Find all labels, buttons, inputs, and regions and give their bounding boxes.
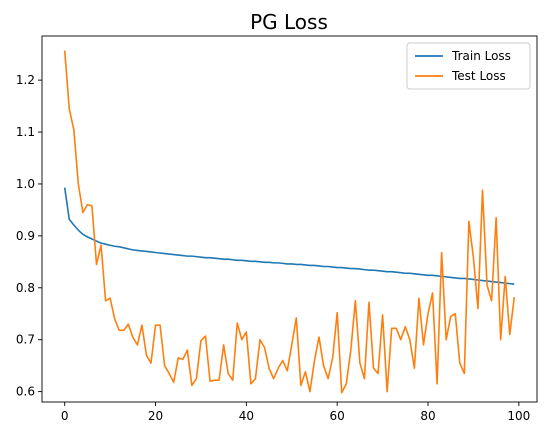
x-tick-label: 0 <box>61 409 69 423</box>
y-tick-label: 0.7 <box>16 333 35 347</box>
y-tick-label: 1.0 <box>16 177 35 191</box>
legend-label-train-loss: Train Loss <box>451 49 511 63</box>
chart-title: PG Loss <box>250 10 328 34</box>
x-tick-label: 20 <box>148 409 163 423</box>
x-tick-label: 100 <box>507 409 530 423</box>
y-tick-label: 1.1 <box>16 125 35 139</box>
legend: Train Loss Test Loss <box>406 42 531 90</box>
legend-label-test-loss: Test Loss <box>451 69 506 83</box>
x-tick-label: 80 <box>420 409 435 423</box>
x-tick-label: 40 <box>239 409 254 423</box>
x-tick-label: 60 <box>330 409 345 423</box>
y-tick-label: 1.2 <box>16 73 35 87</box>
y-tick-label: 0.8 <box>16 281 35 295</box>
legend-box <box>406 42 531 90</box>
series-line-test-loss <box>63 50 516 394</box>
series-line-train-loss <box>63 187 515 285</box>
y-tick-label: 0.9 <box>16 229 35 243</box>
axes-frame <box>41 35 538 403</box>
plot-area: 0 20 40 60 80 100 0.6 0.7 0.8 0.9 1.0 1.1 1.2 <box>16 35 538 423</box>
y-tick-label: 0.6 <box>16 385 35 399</box>
